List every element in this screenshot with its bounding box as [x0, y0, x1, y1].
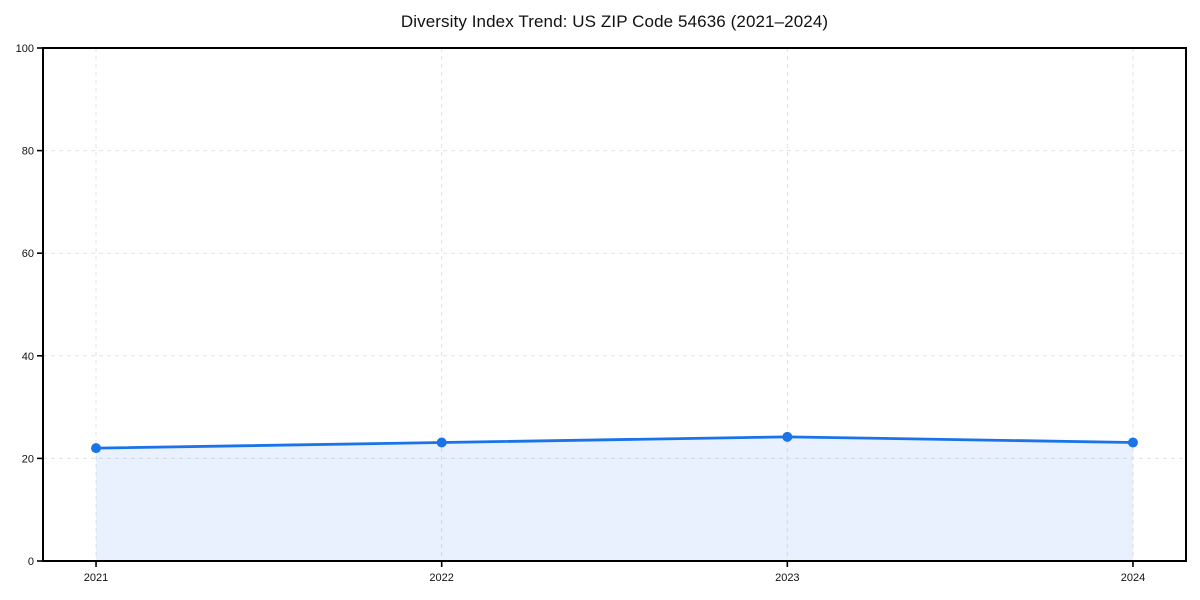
x-axis-tick-label: 2024	[1121, 572, 1145, 584]
area-fill	[96, 436, 1133, 561]
data-point-marker	[782, 431, 793, 442]
data-point-marker	[91, 443, 102, 454]
trend-line	[94, 435, 1135, 450]
y-axis-tick-label: 60	[22, 248, 34, 260]
y-axis-tick-label: 80	[22, 146, 34, 158]
y-axis-tick-label: 0	[28, 556, 34, 568]
y-axis-tick-label: 40	[22, 351, 34, 363]
data-point-marker	[436, 437, 447, 448]
x-axis-tick-label: 2021	[84, 572, 108, 584]
plot-border	[42, 47, 1187, 562]
x-axis-tick-label: 2023	[775, 572, 799, 584]
x-axis-tick-label: 2022	[429, 572, 453, 584]
y-axis-tick-label: 100	[16, 43, 34, 55]
y-axis-tick-label: 20	[22, 453, 34, 465]
chart-title: Diversity Index Trend: US ZIP Code 54636…	[400, 12, 829, 31]
data-point-marker	[1127, 437, 1138, 448]
